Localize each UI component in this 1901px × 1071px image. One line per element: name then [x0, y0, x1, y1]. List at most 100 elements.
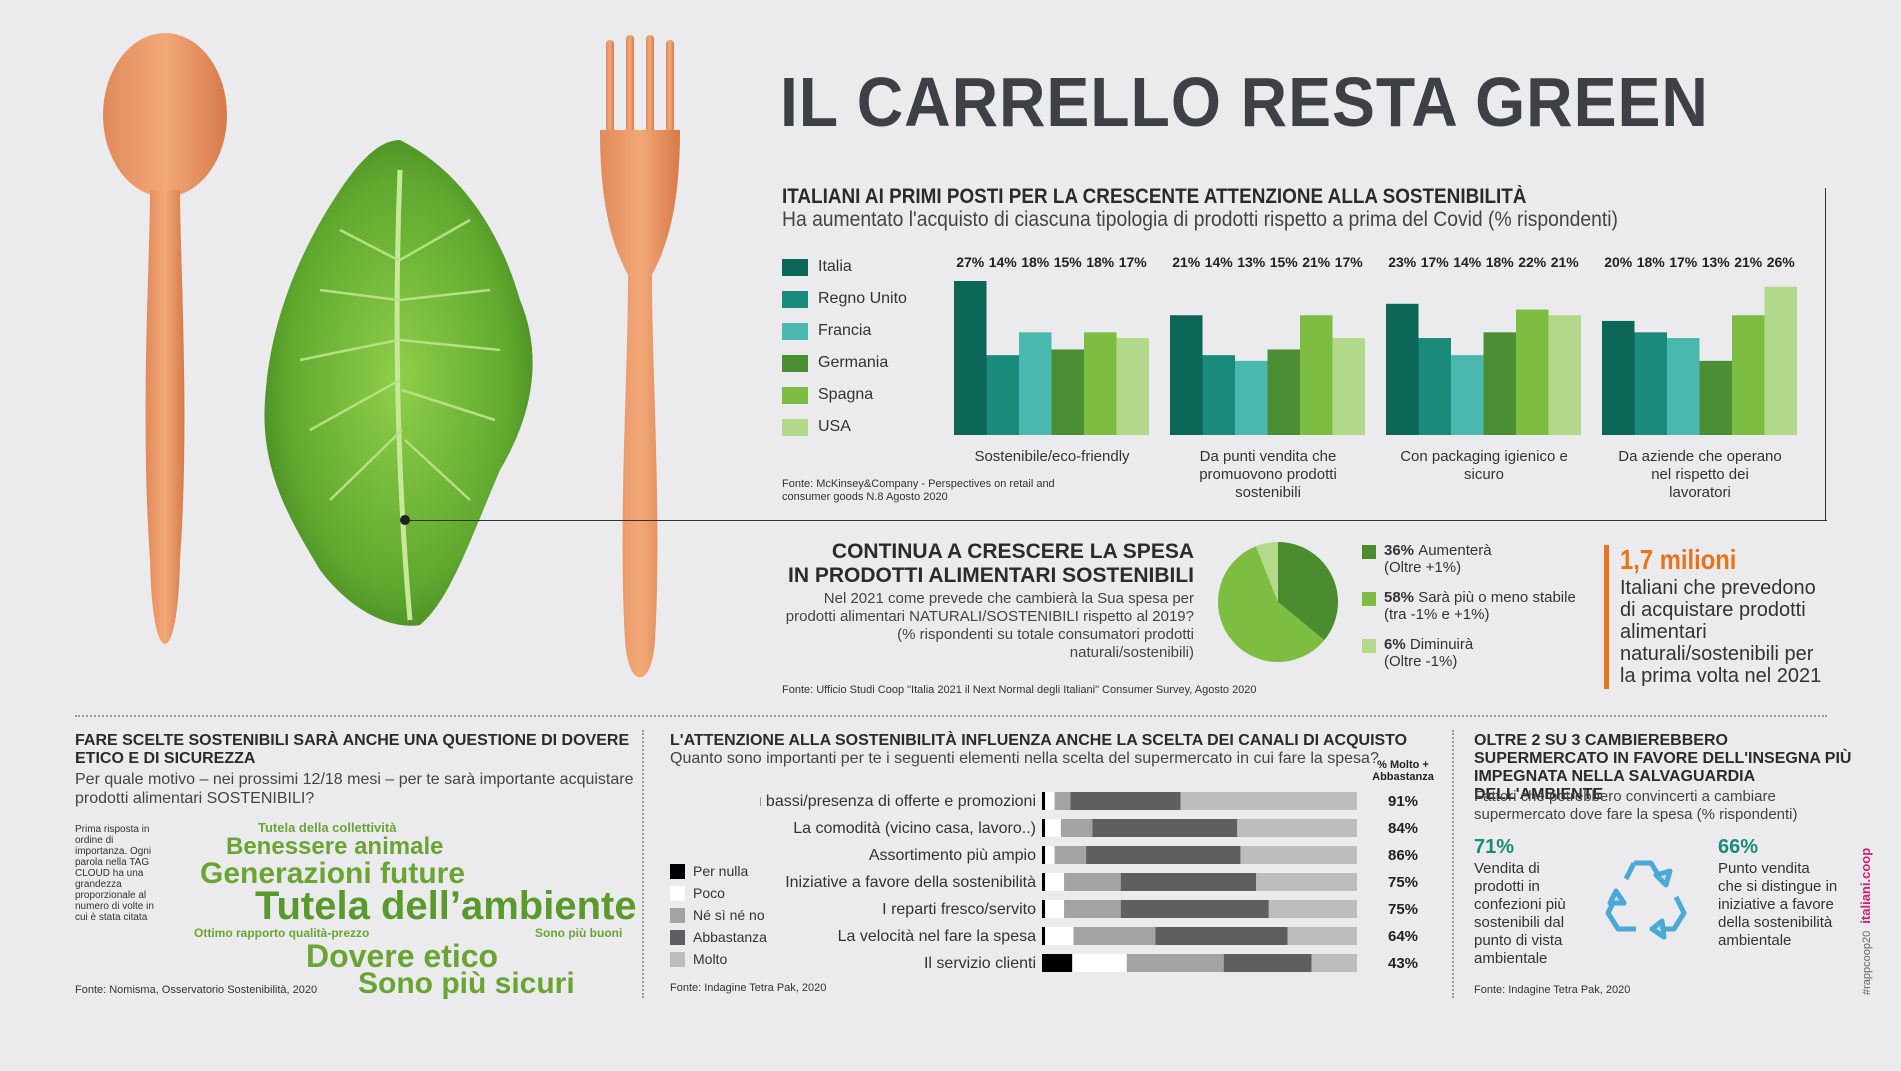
legend-swatch: [782, 290, 808, 308]
segment-1-1: [1045, 819, 1061, 837]
horizontal-separator: [75, 715, 1827, 717]
stat1-percent: 71%: [1474, 836, 1515, 858]
bar-0-4: [1084, 332, 1117, 435]
value-label-0-2: 18%: [1021, 254, 1050, 270]
pie-slice-1: [1218, 546, 1325, 662]
value-label-0-4: 18%: [1086, 254, 1115, 270]
segment-3-2: [1064, 873, 1121, 891]
segment-5-3: [1155, 927, 1288, 945]
segment-6-1: [1072, 954, 1127, 972]
callout-text: Italiani che prevedono di acquistare pro…: [1620, 577, 1822, 687]
section2-source: Fonte: Ufficio Studi Coop "Italia 2021 i…: [782, 684, 1257, 696]
bar-3-4: [1732, 315, 1765, 435]
bar-3-2: [1667, 338, 1700, 435]
segment-4-2: [1064, 900, 1121, 918]
bar-3-3: [1699, 360, 1732, 435]
bar-2-3: [1483, 332, 1516, 435]
pie-legend-text: 58% Sarà più o meno stabile (tra -1% e +1…: [1384, 589, 1576, 623]
pie-slice-0: [1278, 542, 1338, 641]
segment-2-1: [1045, 846, 1055, 864]
value-label-3-5: 26%: [1767, 254, 1796, 270]
pie-legend-item: 58% Sarà più o meno stabile (tra -1% e +1…: [1362, 589, 1576, 623]
kale-leaf-icon: [264, 140, 533, 626]
legend-item-italia: Italia: [782, 251, 907, 283]
row-label-0: I prezzi più bassi/presenza di offerte e…: [760, 793, 1036, 810]
legend-swatch: [782, 386, 808, 404]
row-label-5: La velocità nel fare la spesa: [838, 928, 1036, 945]
value-label-3-2: 17%: [1669, 254, 1698, 270]
category-label-1: Da punti vendita che promuovono prodotti s…: [1199, 448, 1337, 501]
segment-4-3: [1120, 900, 1269, 918]
stat2-text: Punto vendita che si distingue in inizia…: [1718, 860, 1838, 949]
legend-label: Francia: [818, 322, 872, 339]
section1-title: ITALIANI AI PRIMI POSTI PER LA CRESCENTE…: [782, 185, 1527, 208]
section1-legend: Italia Regno Unito Francia Germania Spagna US…: [782, 251, 907, 443]
bar-2-4: [1516, 309, 1549, 435]
pie-legend-label: Diminuirà: [1409, 636, 1474, 653]
pie-legend-swatch: [1362, 639, 1376, 653]
row-label-2: Assortimento più ampio: [869, 847, 1036, 864]
section1-source: Fonte: McKinsey&Company - Perspectives o…: [782, 478, 1055, 503]
section2-title-line1: CONTINUA A CRESCERE LA SPESA: [831, 540, 1194, 563]
bar-1-4: [1300, 315, 1333, 435]
segment-4-0: [1042, 900, 1046, 918]
side-tag-hashtag: #rappcoop20: [1861, 930, 1873, 995]
tag-sono-piu-buoni: Sono più buoni: [535, 926, 623, 940]
stat2-percent: 66%: [1718, 836, 1759, 858]
segment-3-4: [1256, 873, 1357, 891]
section5-source: Fonte: Indagine Tetra Pak, 2020: [1474, 984, 1631, 996]
value-label-2-1: 17%: [1421, 254, 1450, 270]
legend-swatch: [782, 418, 808, 436]
legend-label: Regno Unito: [818, 290, 907, 307]
segment-0-4: [1180, 792, 1357, 810]
section4-title: L'ATTENZIONE ALLA SOSTENIBILITÀ INFLUENZ…: [670, 732, 1408, 749]
legend-label: USA: [818, 418, 851, 435]
category-label-2: Con packaging igienico e sicuro: [1400, 448, 1568, 483]
tag-benessere-animale: Benessere animale: [226, 833, 444, 860]
section5-subtitle: Fattori che potrebbero convincerti a cam…: [1474, 788, 1798, 823]
bar-2-1: [1418, 338, 1451, 435]
row-pct-1: 84%: [1388, 820, 1418, 837]
section2-text: Nel 2021 come prevede che cambierà la Su…: [785, 590, 1194, 661]
legend-item-spagna: Spagna: [782, 379, 907, 411]
stack-legend-swatch: [670, 863, 685, 879]
value-label-3-0: 20%: [1604, 254, 1633, 270]
section2-legend: 36% Aumenterà (Oltre +1%) 58% Sarà più o m…: [1362, 542, 1576, 683]
value-label-3-3: 13%: [1702, 254, 1731, 270]
bar-1-3: [1267, 349, 1300, 435]
section3-note: Prima risposta in ordine di importanza. …: [75, 824, 154, 923]
value-label-3-4: 21%: [1734, 254, 1763, 270]
stack-legend-item: Né sì né no: [670, 904, 767, 926]
segment-2-4: [1240, 846, 1357, 864]
legend-item-francia: Francia: [782, 315, 907, 347]
stack-legend-swatch: [670, 907, 685, 923]
row-pct-0: 91%: [1388, 793, 1418, 810]
tag-dovere-etico: Dovere etico: [306, 938, 499, 974]
legend-label: Germania: [818, 354, 889, 371]
fork-icon: [600, 35, 680, 678]
pie-legend-pct: 6%: [1384, 636, 1410, 653]
bar-3-1: [1634, 332, 1667, 435]
legend-swatch: [782, 258, 808, 276]
segment-6-4: [1311, 954, 1357, 972]
tag-rapporto-qualita-prezzo: Ottimo rapporto qualità-prezzo: [194, 926, 370, 940]
row-label-1: La comodità (vicino casa, lavoro..): [793, 820, 1036, 837]
value-label-1-5: 17%: [1335, 254, 1364, 270]
segment-1-4: [1237, 819, 1357, 837]
pie-legend-pct: 58%: [1384, 589, 1419, 606]
pie-legend-swatch: [1362, 545, 1376, 559]
pie-legend-sub: (Oltre -1%): [1384, 653, 1458, 670]
stack-legend-label: Abbastanza: [693, 929, 767, 945]
value-label-1-4: 21%: [1302, 254, 1331, 270]
stack-legend-label: Né sì né no: [693, 907, 765, 923]
stack-legend-item: Poco: [670, 882, 767, 904]
segment-0-2: [1054, 792, 1071, 810]
bar-0-3: [1051, 349, 1084, 435]
pie-legend-swatch: [1362, 592, 1376, 606]
stack-legend-label: Poco: [693, 885, 725, 901]
segment-0-0: [1042, 792, 1046, 810]
segment-3-1: [1045, 873, 1065, 891]
bar-1-2: [1235, 360, 1268, 435]
section4-subtitle: Quanto sono importanti per te i seguenti…: [670, 750, 1379, 767]
value-label-1-0: 21%: [1172, 254, 1201, 270]
